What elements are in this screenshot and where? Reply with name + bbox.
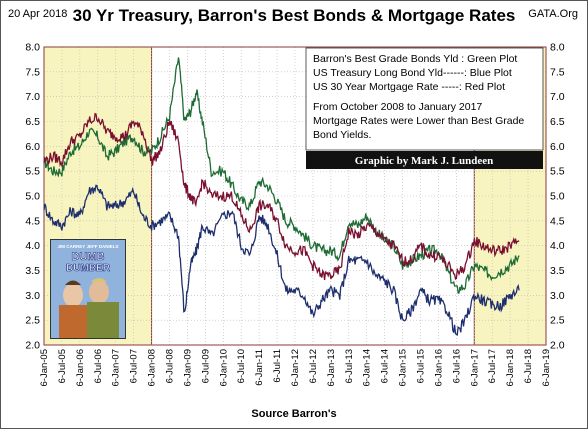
- y-tick-label-right: 2.5: [550, 315, 565, 327]
- y-tick-label-right: 7.5: [550, 66, 565, 78]
- x-tick-label: 6-Jul-10: [236, 349, 247, 383]
- y-tick-label-left: 6.5: [25, 116, 40, 128]
- x-axis-label: Source Barron's: [251, 408, 337, 420]
- x-tick-label: 6-Jan-19: [541, 349, 552, 387]
- x-tick-label: 6-Jul-09: [200, 349, 211, 383]
- x-tick-label: 6-Jan-14: [362, 349, 373, 387]
- x-tick-label: 6-Jul-15: [416, 349, 427, 383]
- x-tick-label: 6-Jan-09: [182, 349, 193, 387]
- y-tick-label-left: 2.0: [25, 340, 40, 352]
- y-tick-label-right: 7.0: [550, 91, 565, 103]
- x-axis: 6-Jan-05 6-Jul-05 6-Jan-06 6-Jul-06 6-Jan-07…: [39, 349, 552, 387]
- y-tick-label-right: 2.0: [550, 340, 565, 352]
- series-line-red: [43, 112, 520, 281]
- x-tick-label: 6-Jul-11: [272, 349, 283, 383]
- x-tick-label: 6-Jul-06: [93, 349, 104, 383]
- y-tick-label-right: 6.0: [550, 141, 565, 153]
- legend-line-blue: US Treasury Long Bond Yld------: Blue Pl…: [313, 67, 512, 79]
- legend-note-1: From October 2008 to January 2017: [313, 101, 482, 113]
- movie-poster-image: JIM CARREY JEFF DANIELS DUMB DUMBER: [50, 239, 126, 339]
- legend-note-2: Mortgage Rates were Lower than Best Grad…: [313, 115, 524, 127]
- site-label: GATA.Org: [528, 8, 578, 20]
- y-tick-label-right: 5.5: [550, 166, 565, 178]
- y-tick-label-left: 7.0: [25, 91, 40, 103]
- legend-note-3: Bond Yields.: [313, 129, 371, 141]
- chart-title: 30 Yr Treasury, Barron's Best Bonds & Mo…: [72, 6, 516, 25]
- plot-border: [43, 46, 547, 346]
- credit-text: Graphic by Mark J. Lundeen: [355, 155, 493, 167]
- x-tick-label: 6-Jul-08: [165, 349, 176, 383]
- y-tick-label-left: 5.0: [25, 191, 40, 203]
- series-line-blue: [43, 184, 520, 336]
- credit-banner: Graphic by Mark J. Lundeen: [306, 151, 543, 169]
- y-tick-label-left: 3.0: [25, 290, 40, 302]
- poster-top-names: JIM CARREY JEFF DANIELS: [58, 244, 119, 249]
- x-tick-label: 6-Jul-16: [451, 349, 462, 383]
- x-tick-label: 6-Jul-07: [129, 349, 140, 383]
- y-axis-left: 2.0 2.5 3.0 3.5 4.0 4.5 5.0 5.5 6.0 6.5 7.0 7.5 8.0: [25, 42, 40, 352]
- x-tick-label: 6-Jan-10: [218, 349, 229, 387]
- legend-box: Barron's Best Grade Bonds Yld : Green Pl…: [305, 47, 544, 151]
- y-tick-label-left: 6.0: [25, 141, 40, 153]
- poster-title-2: DUMBER: [66, 263, 111, 274]
- y-tick-label-left: 8.0: [25, 42, 40, 54]
- y-tick-label-left: 3.5: [25, 265, 40, 277]
- y-tick-label-right: 4.0: [550, 240, 565, 252]
- y-tick-label-left: 2.5: [25, 315, 40, 327]
- x-tick-label: 6-Jan-17: [469, 349, 480, 387]
- x-tick-label: 6-Jan-06: [75, 349, 86, 387]
- x-tick-label: 6-Jan-05: [39, 349, 50, 387]
- y-axis-right: 2.0 2.5 3.0 3.5 4.0 4.5 5.0 5.5 6.0 6.5 7.0 7.5 8.0: [550, 42, 565, 352]
- date-label: 20 Apr 2018: [8, 8, 68, 20]
- x-tick-label: 6-Jan-07: [111, 349, 122, 387]
- x-tick-label: 6-Jul-14: [380, 349, 391, 383]
- x-tick-label: 6-Jan-08: [147, 349, 158, 387]
- series-layer: [43, 57, 520, 336]
- x-tick-label: 6-Jul-13: [344, 349, 355, 383]
- x-tick-label: 6-Jul-05: [57, 349, 68, 383]
- x-tick-label: 6-Jan-11: [254, 349, 265, 386]
- x-tick-label: 6-Jan-18: [505, 349, 516, 387]
- y-tick-label-left: 7.5: [25, 66, 40, 78]
- x-tick-label: 6-Jan-12: [290, 349, 301, 387]
- x-tick-label: 6-Jul-17: [487, 349, 498, 383]
- y-tick-label-right: 3.5: [550, 265, 565, 277]
- y-tick-label-left: 4.5: [25, 215, 40, 227]
- legend-line-green: Barron's Best Grade Bonds Yld : Green Pl…: [313, 53, 517, 65]
- y-tick-label-right: 5.0: [550, 191, 565, 203]
- poster-art: JIM CARREY JEFF DANIELS DUMB DUMBER: [51, 240, 125, 338]
- legend-line-red: US 30 Year Mortgage Rate -----: Red Plot: [313, 81, 505, 93]
- x-tick-label: 6-Jan-16: [433, 349, 444, 387]
- x-tick-label: 6-Jul-18: [523, 349, 534, 383]
- y-tick-label-right: 4.5: [550, 215, 565, 227]
- y-tick-label-left: 5.5: [25, 166, 40, 178]
- y-tick-label-left: 4.0: [25, 240, 40, 252]
- x-tick-label: 6-Jul-12: [308, 349, 319, 383]
- y-tick-label-right: 3.0: [550, 290, 565, 302]
- x-tick-label: 6-Jan-13: [326, 349, 337, 387]
- y-tick-label-right: 6.5: [550, 116, 565, 128]
- y-tick-label-right: 8.0: [550, 42, 565, 54]
- x-tick-label: 6-Jan-15: [398, 349, 409, 387]
- poster-title-1: DUMB: [72, 251, 105, 263]
